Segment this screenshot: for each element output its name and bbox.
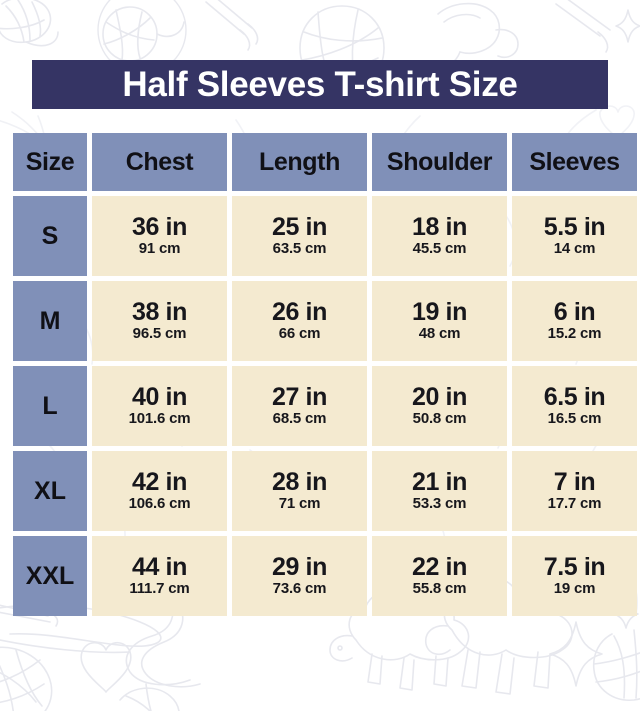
measurement-inches: 21 in [412,468,467,497]
measurement-cell-chest: 38 in 96.5 cm [92,281,227,361]
size-chart-table: Size Chest Length Shoulder Sleeves S 36 … [8,128,640,621]
measurement-cell-length: 26 in 66 cm [232,281,367,361]
measurement-cell-shoulder: 20 in 50.8 cm [372,366,507,446]
size-label: S [13,196,87,276]
table-row: XL 42 in 106.6 cm 28 in 71 cm [13,451,637,531]
size-label: XL [13,451,87,531]
size-label: M [13,281,87,361]
table-row: M 38 in 96.5 cm 26 in 66 cm [13,281,637,361]
measurement-cell-shoulder: 21 in 53.3 cm [372,451,507,531]
measurement-cm: 68.5 cm [272,410,327,428]
measurement-inches: 19 in [412,298,467,327]
chart-title-banner: Half Sleeves T-shirt Size [32,60,608,109]
table-row: XXL 44 in 111.7 cm 29 in 73.6 cm [13,536,637,616]
measurement-cell-chest: 40 in 101.6 cm [92,366,227,446]
measurement-cm: 66 cm [278,325,321,343]
table-body: S 36 in 91 cm 25 in 63.5 cm [13,196,637,616]
table-header-row: Size Chest Length Shoulder Sleeves [13,133,637,191]
measurement-inches: 5.5 in [543,213,606,242]
measurement-cell-length: 27 in 68.5 cm [232,366,367,446]
measurement-cm: 106.6 cm [128,495,191,513]
measurement-inches: 7.5 in [543,553,606,582]
measurement-cm: 55.8 cm [412,580,467,598]
measurement-cm: 15.2 cm [547,325,602,343]
column-header-sleeves: Sleeves [512,133,637,191]
measurement-cm: 17.7 cm [547,495,602,513]
measurement-cell-length: 29 in 73.6 cm [232,536,367,616]
measurement-inches: 28 in [272,468,327,497]
column-header-length: Length [232,133,367,191]
measurement-cell-chest: 36 in 91 cm [92,196,227,276]
measurement-cell-chest: 44 in 111.7 cm [92,536,227,616]
measurement-cell-shoulder: 22 in 55.8 cm [372,536,507,616]
measurement-inches: 6 in [553,298,596,327]
measurement-inches: 42 in [132,468,187,497]
measurement-inches: 44 in [132,553,187,582]
measurement-inches: 27 in [272,383,327,412]
page-title: Half Sleeves T-shirt Size [122,65,518,104]
measurement-cell-length: 28 in 71 cm [232,451,367,531]
column-header-shoulder: Shoulder [372,133,507,191]
measurement-cm: 48 cm [418,325,461,343]
measurement-inches: 22 in [412,553,467,582]
measurement-cell-sleeves: 6 in 15.2 cm [512,281,637,361]
measurement-inches: 7 in [553,468,596,497]
table-row: L 40 in 101.6 cm 27 in 68.5 cm [13,366,637,446]
table-header: Size Chest Length Shoulder Sleeves [13,133,637,191]
measurement-cell-shoulder: 18 in 45.5 cm [372,196,507,276]
measurement-cm: 71 cm [278,495,321,513]
measurement-cm: 19 cm [553,580,596,598]
measurement-cell-sleeves: 7 in 17.7 cm [512,451,637,531]
measurement-inches: 20 in [412,383,467,412]
measurement-cell-length: 25 in 63.5 cm [232,196,367,276]
measurement-cell-shoulder: 19 in 48 cm [372,281,507,361]
measurement-cm: 73.6 cm [272,580,327,598]
measurement-inches: 40 in [132,383,187,412]
measurement-inches: 36 in [132,213,187,242]
table-row: S 36 in 91 cm 25 in 63.5 cm [13,196,637,276]
column-header-size: Size [13,133,87,191]
measurement-cm: 45.5 cm [412,240,467,258]
measurement-cell-chest: 42 in 106.6 cm [92,451,227,531]
measurement-inches: 38 in [132,298,187,327]
measurement-cell-sleeves: 7.5 in 19 cm [512,536,637,616]
column-header-chest: Chest [92,133,227,191]
measurement-cm: 101.6 cm [128,410,191,428]
measurement-cm: 111.7 cm [129,580,190,598]
measurement-cell-sleeves: 5.5 in 14 cm [512,196,637,276]
measurement-cm: 96.5 cm [132,325,187,343]
size-label: L [13,366,87,446]
measurement-cm: 50.8 cm [412,410,467,428]
measurement-inches: 6.5 in [543,383,606,412]
measurement-inches: 26 in [272,298,327,327]
measurement-cell-sleeves: 6.5 in 16.5 cm [512,366,637,446]
measurement-cm: 53.3 cm [412,495,467,513]
measurement-cm: 63.5 cm [272,240,327,258]
measurement-inches: 29 in [272,553,327,582]
measurement-cm: 14 cm [553,240,596,258]
measurement-inches: 25 in [272,213,327,242]
measurement-cm: 16.5 cm [547,410,602,428]
measurement-inches: 18 in [412,213,467,242]
measurement-cm: 91 cm [138,240,181,258]
size-label: XXL [13,536,87,616]
